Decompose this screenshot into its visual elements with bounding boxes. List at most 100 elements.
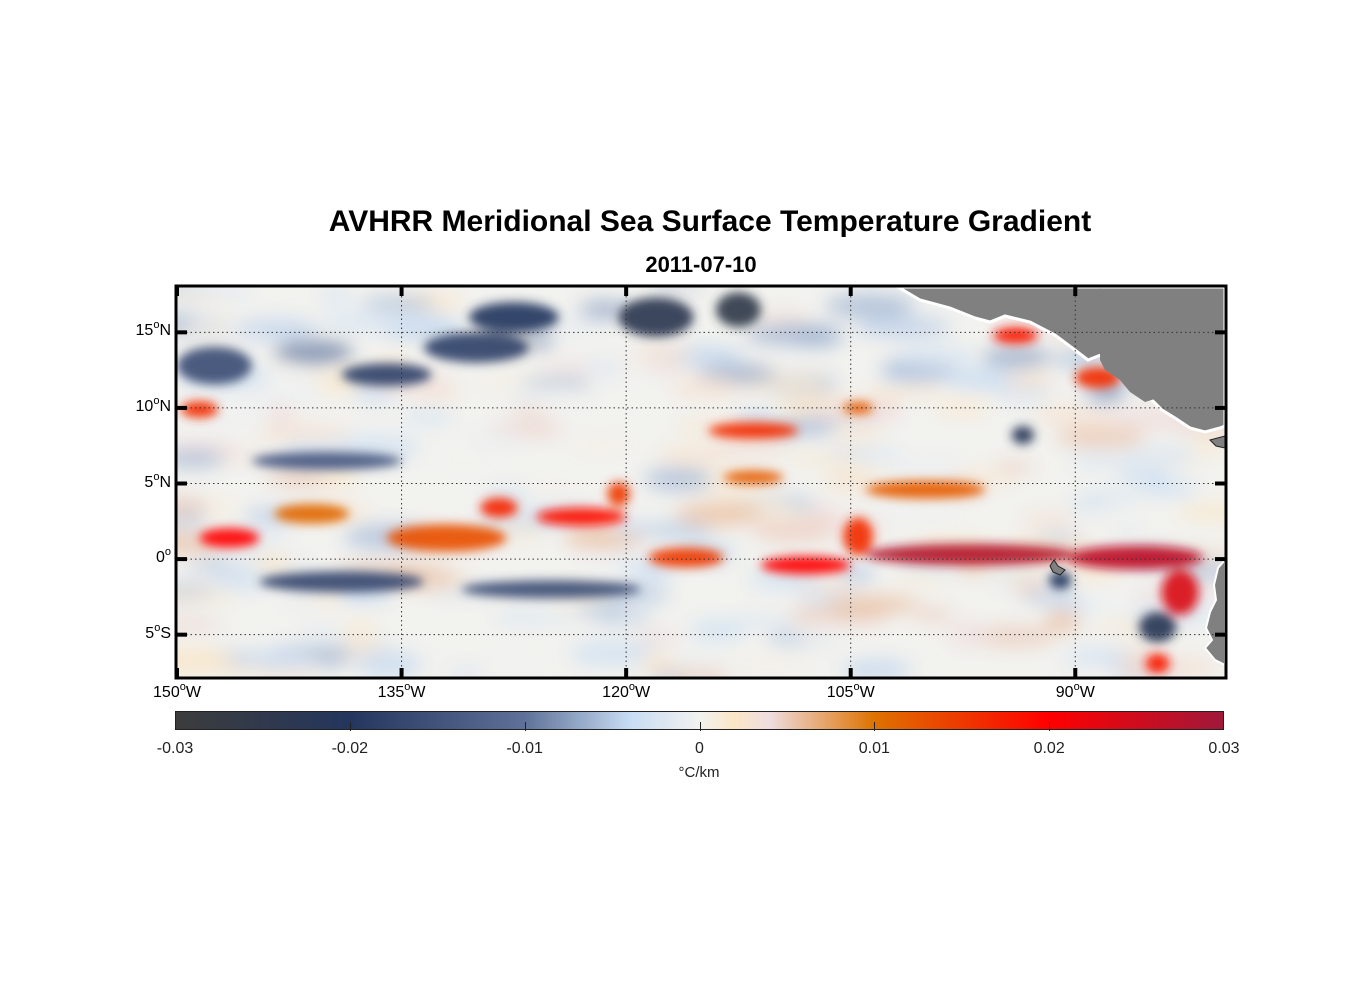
colorbar-tick <box>699 722 701 731</box>
colorbar-unit-label: °C/km <box>678 764 720 781</box>
texture-blob <box>838 565 876 583</box>
texture-blob <box>864 387 905 404</box>
latitude-label: 5oS <box>111 621 171 643</box>
negative-gradient-feature <box>424 332 529 363</box>
longitude-label-number: 120 <box>602 684 629 701</box>
texture-blob <box>345 619 377 643</box>
positive-gradient-feature <box>865 480 986 499</box>
texture-blob <box>1076 490 1140 506</box>
gradient-features <box>177 292 1203 674</box>
negative-gradient-feature <box>715 292 761 328</box>
texture-blob <box>519 482 586 503</box>
colorbar <box>175 711 1224 731</box>
texture-blob <box>247 648 317 671</box>
texture-blob <box>1056 424 1145 449</box>
positive-gradient-feature <box>1067 545 1203 570</box>
latitude-label-number: 0 <box>155 549 165 567</box>
degree-symbol: o <box>179 681 186 693</box>
texture-blob <box>825 294 916 318</box>
texture-blob <box>177 618 223 631</box>
degree-symbol: o <box>853 681 860 693</box>
texture-blob <box>822 468 877 493</box>
texture-blob <box>272 340 354 365</box>
texture-blob <box>1043 609 1081 633</box>
texture-blob <box>257 424 350 444</box>
land-nicaragua-edge <box>1209 435 1225 449</box>
texture-blob <box>672 376 741 399</box>
longitude-label: 120oW <box>602 681 650 702</box>
positive-gradient-feature <box>1161 569 1199 616</box>
degree-symbol: o <box>1073 681 1080 693</box>
texture-blob <box>1021 591 1080 603</box>
degree-symbol: o <box>154 621 161 634</box>
latitude-label-number: 15 <box>135 322 154 340</box>
texture-blob <box>1137 482 1199 496</box>
negative-gradient-feature <box>341 363 432 387</box>
latitude-label-number: 10 <box>135 397 154 415</box>
hemisphere-letter: N <box>159 322 171 340</box>
positive-gradient-feature <box>480 497 518 518</box>
colorbar-tick-label: 0.02 <box>1033 740 1065 757</box>
texture-blob <box>639 654 674 673</box>
texture-blob <box>631 630 682 646</box>
texture-blob <box>254 382 326 408</box>
texture-blob <box>569 435 632 455</box>
texture-blob <box>891 571 947 587</box>
positive-gradient-feature <box>723 470 784 485</box>
negative-gradient-feature <box>468 302 559 333</box>
positive-gradient-feature <box>180 401 219 418</box>
texture-blob <box>665 288 731 304</box>
texture-blob <box>320 289 353 304</box>
texture-blob <box>579 300 632 320</box>
texture-blob <box>265 404 296 426</box>
positive-gradient-feature <box>992 327 1038 344</box>
texture-blob <box>752 518 831 543</box>
texture-blob <box>857 504 957 522</box>
texture-blob <box>690 620 746 641</box>
degree-symbol: o <box>628 681 635 693</box>
positive-gradient-feature <box>386 524 507 552</box>
texture-blob <box>711 436 791 459</box>
positive-gradient-feature <box>536 507 627 526</box>
texture-blob <box>177 496 212 519</box>
texture-blob <box>1020 511 1076 530</box>
latitude-label: 0o <box>111 546 171 567</box>
texture-blob <box>981 346 1052 368</box>
texture-blob <box>647 671 684 677</box>
texture-blob <box>254 554 291 574</box>
negative-gradient-feature <box>251 451 402 470</box>
texture-blob <box>1124 445 1197 465</box>
texture-blob <box>177 292 231 309</box>
texture-blob <box>211 574 267 590</box>
texture-blob <box>947 621 988 647</box>
degree-symbol: o <box>153 470 160 483</box>
hemisphere-letter: W <box>859 684 875 701</box>
texture-blob <box>1031 408 1120 425</box>
texture-blob <box>302 624 336 639</box>
texture-blob <box>203 500 234 518</box>
colorbar-tick-label: 0 <box>695 740 704 757</box>
longitude-label-number: 90 <box>1055 684 1074 701</box>
negative-gradient-feature <box>618 297 694 337</box>
latitude-label-number: 5 <box>144 473 154 491</box>
land-central-america-inner <box>1098 287 1178 402</box>
texture-blob <box>745 323 836 346</box>
texture-blob <box>433 451 494 465</box>
hemisphere-letter: N <box>159 473 171 491</box>
longitude-label: 135oW <box>377 681 426 702</box>
negative-gradient-feature <box>259 571 425 593</box>
texture-blob <box>638 522 714 539</box>
texture-blob <box>935 396 987 419</box>
texture-blob <box>632 342 691 363</box>
latitude-label-number: 5 <box>145 624 155 642</box>
texture-blob <box>831 421 883 447</box>
longitude-label-number: 150 <box>153 684 180 701</box>
colorbar-tick-label: -0.03 <box>156 740 194 757</box>
graticule <box>177 287 1225 677</box>
longitude-label-number: 135 <box>377 684 405 701</box>
colorbar-tick <box>874 722 876 731</box>
negative-gradient-feature <box>177 346 252 385</box>
texture-blob <box>970 626 1057 647</box>
texture-blob <box>471 429 524 445</box>
degree-symbol: o <box>164 546 171 559</box>
